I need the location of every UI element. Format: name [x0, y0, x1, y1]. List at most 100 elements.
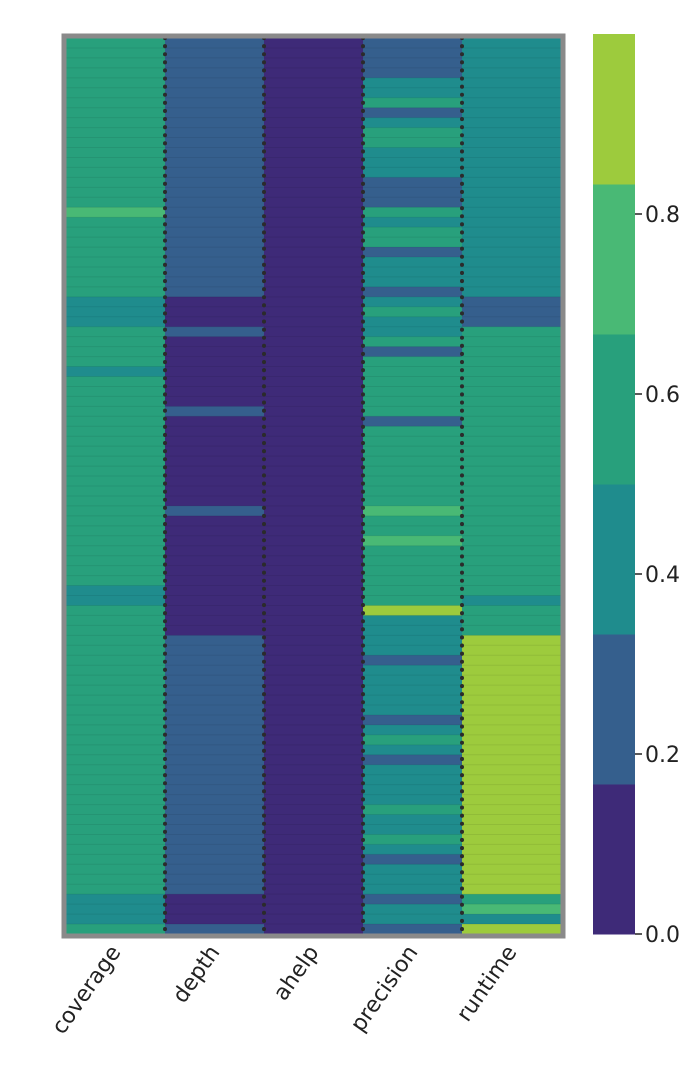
heatmap-cell-precision-38: [363, 804, 463, 816]
heatmap-cell-runtime-0: [462, 38, 562, 298]
heatmap-cell-precision-16: [363, 306, 463, 318]
heatmap-cell-precision-27: [363, 545, 463, 606]
heatmap-cell-depth-3: [165, 336, 265, 407]
heatmap-cell-precision-43: [363, 864, 463, 895]
heatmap-cell-precision-41: [363, 844, 463, 855]
heatmap-cell-runtime-4: [462, 605, 562, 636]
heatmap-cell-precision-37: [363, 764, 463, 806]
colorbar-level-2: [593, 484, 635, 635]
row-separators: [66, 47, 561, 925]
heatmap-cell-precision-13: [363, 257, 463, 288]
heatmap-cell-precision-34: [363, 734, 463, 746]
heatmap-cell-precision-39: [363, 814, 463, 835]
colorbar-level-1: [593, 634, 635, 785]
colorbar-level-5: [593, 34, 635, 185]
colorbar-tick-label: 0.6: [645, 383, 680, 408]
colorbar-ticks: 0.0 0.2 0.4 0.6 0.8: [635, 203, 680, 948]
colorbar: [593, 34, 635, 935]
heatmap-cell-precision-5: [363, 127, 463, 149]
heatmap-cell-precision-30: [363, 655, 463, 666]
heatmap-cells: [66, 38, 562, 935]
colorbar-level-4: [593, 184, 635, 335]
heatmap-cell-depth-5: [165, 416, 265, 507]
heatmap-cell-precision-14: [363, 286, 463, 298]
heatmap-cell-precision-6: [363, 147, 463, 178]
heatmap-cell-depth-9: [165, 894, 265, 925]
heatmap-cell-precision-42: [363, 854, 463, 865]
heatmap-cell-precision-45: [363, 904, 463, 925]
heatmap-cell-coverage-3: [66, 296, 166, 328]
heatmap-cell-precision-23: [363, 426, 463, 507]
heatmap-cell-precision-24: [363, 505, 463, 517]
heatmap-cell-runtime-9: [462, 924, 562, 935]
x-tick-labels: coverage depth ahelp precision runtime: [47, 941, 522, 1039]
heatmap-cell-precision-9: [363, 217, 463, 228]
heatmap-cell-precision-19: [363, 346, 463, 358]
heatmap-cell-coverage-6: [66, 376, 166, 587]
heatmap-cell-depth-1: [165, 296, 265, 328]
heatmap-cell-depth-10: [165, 924, 265, 935]
heatmap-cell-precision-8: [363, 207, 463, 218]
heatmap-cell-precision-20: [363, 356, 463, 368]
heatmap-cell-precision-2: [363, 97, 463, 109]
heatmap-cell-coverage-2: [66, 217, 166, 298]
heatmap-cell-coverage-0: [66, 38, 166, 208]
heatmap-cell-coverage-7: [66, 585, 166, 606]
heatmap-cell-precision-40: [363, 834, 463, 845]
heatmap-cell-coverage-9: [66, 894, 166, 925]
heatmap-cell-runtime-8: [462, 914, 562, 925]
heatmap-cell-runtime-3: [462, 595, 562, 606]
colorbar-tick-label: 0.8: [645, 203, 680, 228]
colorbar-level-3: [593, 334, 635, 485]
heatmap-cell-precision-21: [363, 366, 463, 417]
plot-frame: [61, 33, 566, 939]
heatmap-cell-depth-2: [165, 326, 265, 338]
heatmap-cell-precision-22: [363, 416, 463, 427]
heatmap-cell-precision-31: [363, 665, 463, 716]
heatmap-cell-precision-0: [363, 38, 463, 79]
x-tick-label-precision: precision: [346, 941, 423, 1037]
heatmap-cell-runtime-6: [462, 894, 562, 905]
colorbar-level-0: [593, 784, 635, 935]
heatmap-cell-precision-46: [363, 924, 463, 935]
heatmap-cell-coverage-5: [66, 366, 166, 377]
heatmap-cell-precision-1: [363, 77, 463, 99]
heatmap-cell-precision-15: [363, 296, 463, 308]
heatmap-cell-coverage-10: [66, 924, 166, 935]
heatmap-cell-runtime-2: [462, 326, 562, 597]
heatmap-cell-precision-18: [363, 336, 463, 348]
colorbar-tick-label: 0.2: [645, 743, 680, 768]
heatmap-cell-depth-0: [165, 38, 265, 298]
heatmap-cell-precision-26: [363, 535, 463, 547]
heatmap-cell-precision-33: [363, 724, 463, 736]
heatmap-cell-coverage-1: [66, 207, 166, 218]
heatmap-cell-depth-8: [165, 635, 265, 895]
heatmap-cell-runtime-7: [462, 904, 562, 915]
heatmap-cell-precision-35: [363, 744, 463, 756]
heatmap-cell-depth-7: [165, 515, 265, 636]
x-tick-label-runtime: runtime: [452, 941, 522, 1026]
heatmap-cell-precision-28: [363, 605, 463, 616]
x-tick-label-depth: depth: [168, 941, 225, 1008]
heatmap-cell-depth-4: [165, 406, 265, 417]
heatmap-cell-coverage-4: [66, 326, 166, 368]
heatmap-cell-coverage-8: [66, 605, 166, 895]
heatmap-cell-precision-3: [363, 107, 463, 119]
x-tick-label-ahelp: ahelp: [269, 941, 324, 1005]
heatmap-cell-depth-6: [165, 505, 265, 517]
heatmap-cell-ahelp-0: [264, 38, 364, 935]
x-tick-label-coverage: coverage: [47, 941, 126, 1039]
heatmap-cell-precision-12: [363, 247, 463, 258]
heatmap-cell-precision-17: [363, 316, 463, 338]
heatmap-cell-runtime-1: [462, 296, 562, 328]
heatmap-cell-precision-29: [363, 615, 463, 656]
heatmap-cell-precision-4: [363, 117, 463, 129]
colorbar-tick-label: 0.4: [645, 563, 680, 588]
colorbar-tick-label: 0.0: [645, 923, 680, 948]
heatmap-cell-runtime-5: [462, 635, 562, 895]
heatmap-cell-precision-44: [363, 894, 463, 905]
heatmap-cell-precision-10: [363, 227, 463, 238]
heatmap-cell-precision-25: [363, 515, 463, 537]
